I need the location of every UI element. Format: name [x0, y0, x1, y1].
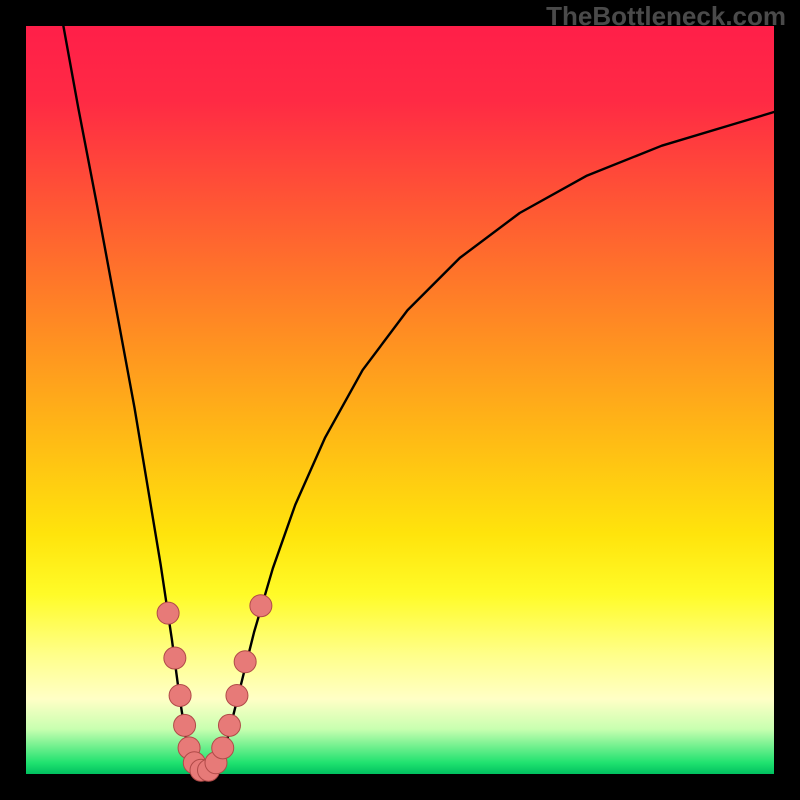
marker-point: [218, 714, 240, 736]
marker-point: [212, 737, 234, 759]
chart-overlay: [26, 26, 774, 774]
marker-point: [164, 647, 186, 669]
chart-frame: TheBottleneck.com: [0, 0, 800, 800]
marker-point: [234, 651, 256, 673]
marker-point: [174, 714, 196, 736]
marker-point: [169, 684, 191, 706]
marker-point: [226, 684, 248, 706]
marker-point: [250, 595, 272, 617]
watermark-text: TheBottleneck.com: [546, 1, 786, 32]
marker-point: [157, 602, 179, 624]
plot-area: [26, 26, 774, 774]
markers-group: [157, 595, 272, 782]
curve-right: [206, 112, 774, 774]
